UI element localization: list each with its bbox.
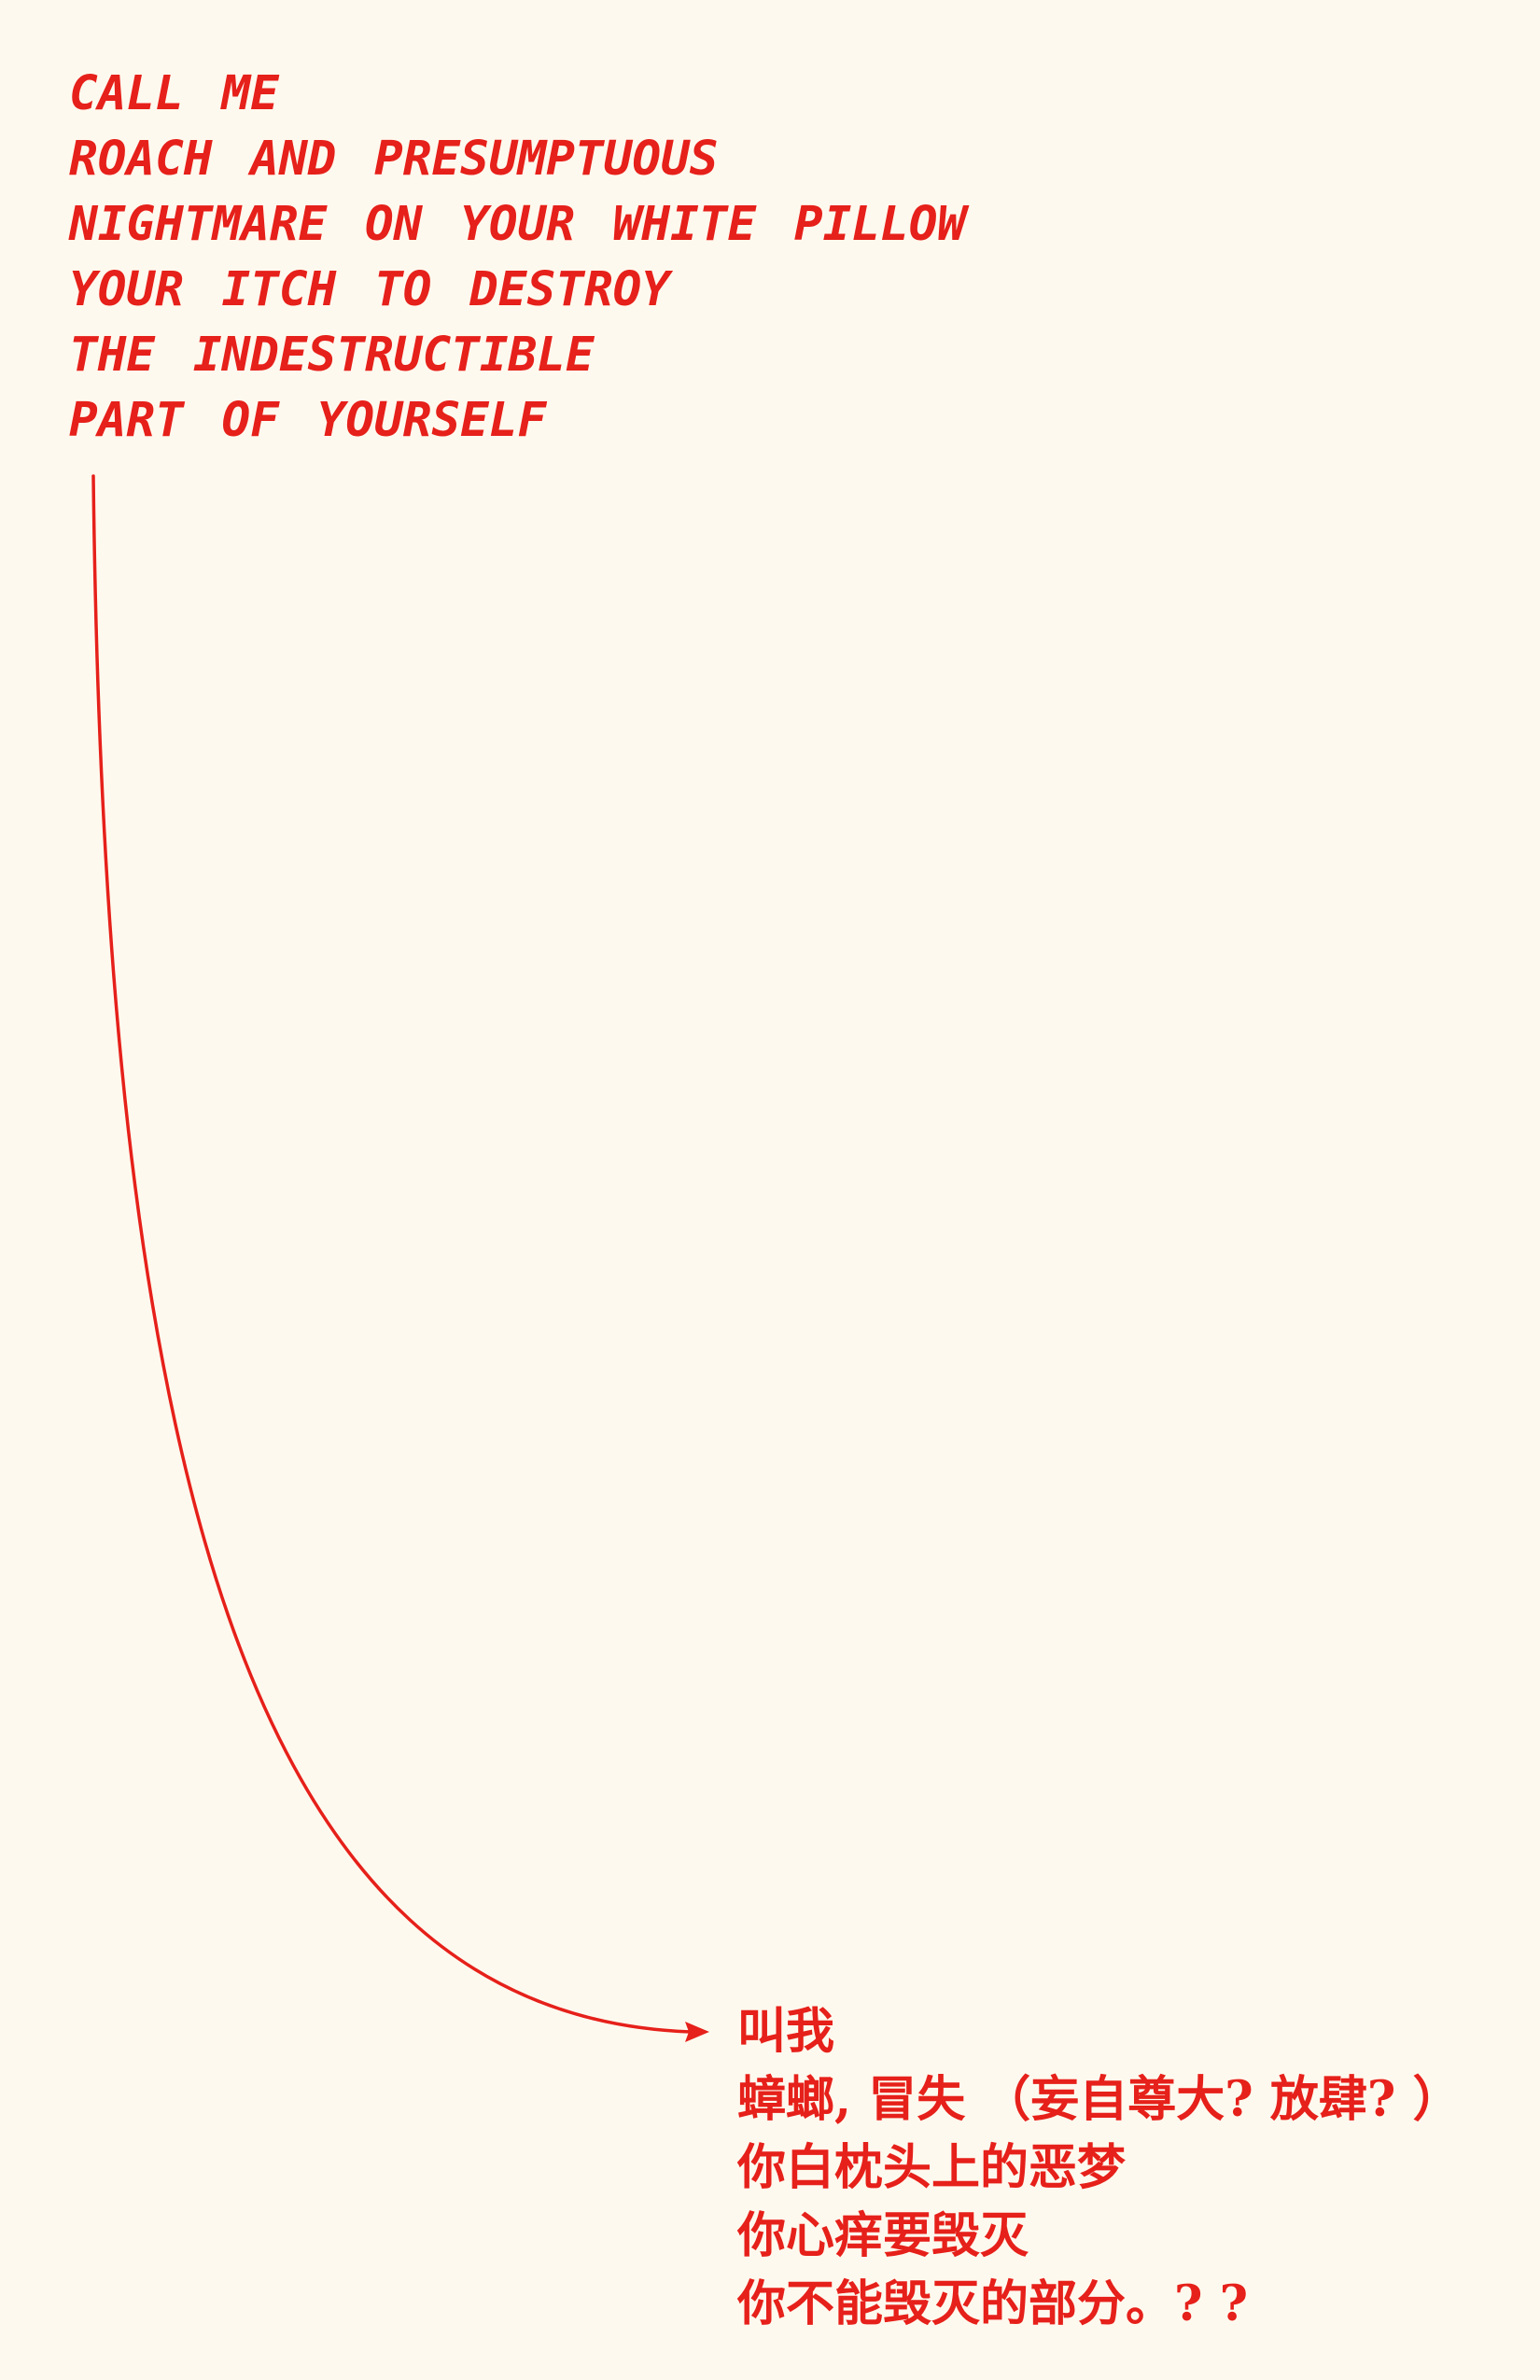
chinese-poem-line: 你不能毁灭的部分。? ? xyxy=(737,2275,1249,2332)
english-poem-line: CALL ME xyxy=(69,66,279,121)
english-poem-line: PART OF YOURSELF xyxy=(69,393,547,448)
english-poem-line: THE INDESTRUCTIBLE xyxy=(69,328,595,383)
arrow-curve xyxy=(91,474,693,2034)
chinese-poem-line: 你心痒要毁灭 xyxy=(737,2207,1029,2264)
chinese-poem: 叫我 蟑螂, 冒失 （妄自尊大? 放肆? ） 你白枕头上的恶梦 你心痒要毁灭 你… xyxy=(737,1997,1461,2338)
chinese-poem-line: 蟑螂, 冒失 （妄自尊大? 放肆? ） xyxy=(737,2071,1462,2128)
chinese-poem-line: 叫我 xyxy=(737,2003,835,2060)
arrowhead xyxy=(685,2022,709,2042)
english-poem-line: YOUR ITCH TO DESTROY xyxy=(69,262,671,317)
chinese-poem-line: 你白枕头上的恶梦 xyxy=(737,2139,1127,2196)
english-poem-line: ROACH AND PRESUMPTUOUS xyxy=(69,132,719,187)
english-poem: CALL ME ROACH AND PRESUMPTUOUS NIGHTMARE… xyxy=(69,62,966,454)
english-poem-line: NIGHTMARE ON YOUR WHITE PILLOW xyxy=(69,197,967,252)
